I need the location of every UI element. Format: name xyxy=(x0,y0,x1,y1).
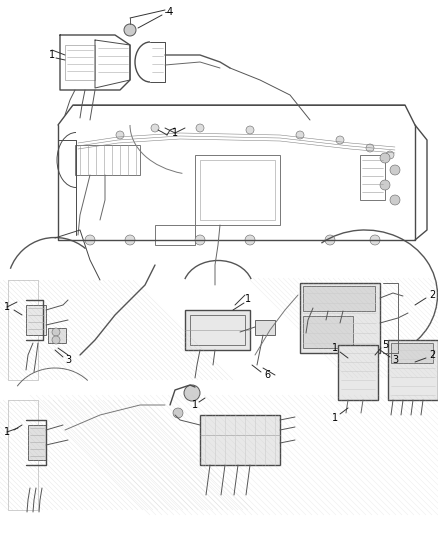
Text: 1: 1 xyxy=(172,128,178,138)
Circle shape xyxy=(196,124,204,132)
Circle shape xyxy=(116,131,124,139)
Circle shape xyxy=(366,144,374,152)
Bar xyxy=(391,343,433,363)
Circle shape xyxy=(336,136,344,144)
Text: 1: 1 xyxy=(4,427,10,437)
Circle shape xyxy=(390,165,400,175)
Bar xyxy=(303,316,353,348)
Circle shape xyxy=(325,235,335,245)
Circle shape xyxy=(390,195,400,205)
Text: 5: 5 xyxy=(382,340,388,350)
Bar xyxy=(8,400,38,510)
Circle shape xyxy=(125,235,135,245)
Bar xyxy=(75,145,140,175)
Text: 1: 1 xyxy=(49,50,55,60)
Bar xyxy=(300,283,380,353)
Bar xyxy=(65,45,95,80)
Circle shape xyxy=(370,235,380,245)
Text: 1: 1 xyxy=(332,343,338,353)
Bar xyxy=(255,320,275,335)
Bar xyxy=(200,415,280,465)
Circle shape xyxy=(246,126,254,134)
Bar xyxy=(155,225,195,245)
Bar xyxy=(388,340,438,400)
Circle shape xyxy=(296,131,304,139)
Circle shape xyxy=(151,124,159,132)
Text: 1: 1 xyxy=(192,400,198,410)
Bar xyxy=(190,315,245,345)
Text: 2: 2 xyxy=(429,350,435,360)
Bar xyxy=(8,280,38,380)
Circle shape xyxy=(195,235,205,245)
Text: 4: 4 xyxy=(167,7,173,17)
Circle shape xyxy=(173,408,183,418)
Bar xyxy=(48,328,66,343)
Bar xyxy=(28,425,46,460)
Text: 1: 1 xyxy=(4,302,10,312)
Text: 3: 3 xyxy=(65,355,71,365)
Circle shape xyxy=(184,385,200,401)
Circle shape xyxy=(124,24,136,36)
Bar xyxy=(200,160,275,220)
Text: 6: 6 xyxy=(264,370,270,380)
Text: 1: 1 xyxy=(332,413,338,423)
Circle shape xyxy=(380,153,390,163)
Bar xyxy=(185,310,250,350)
Circle shape xyxy=(52,336,60,344)
Circle shape xyxy=(245,235,255,245)
Circle shape xyxy=(85,235,95,245)
Bar xyxy=(338,345,378,400)
Circle shape xyxy=(380,180,390,190)
Bar xyxy=(360,155,385,200)
Text: 3: 3 xyxy=(392,355,398,365)
Bar xyxy=(26,305,46,335)
Circle shape xyxy=(386,151,394,159)
Bar xyxy=(303,286,375,311)
Text: 2: 2 xyxy=(429,290,435,300)
Bar xyxy=(195,155,280,225)
Circle shape xyxy=(52,328,60,336)
Text: 1: 1 xyxy=(245,294,251,304)
